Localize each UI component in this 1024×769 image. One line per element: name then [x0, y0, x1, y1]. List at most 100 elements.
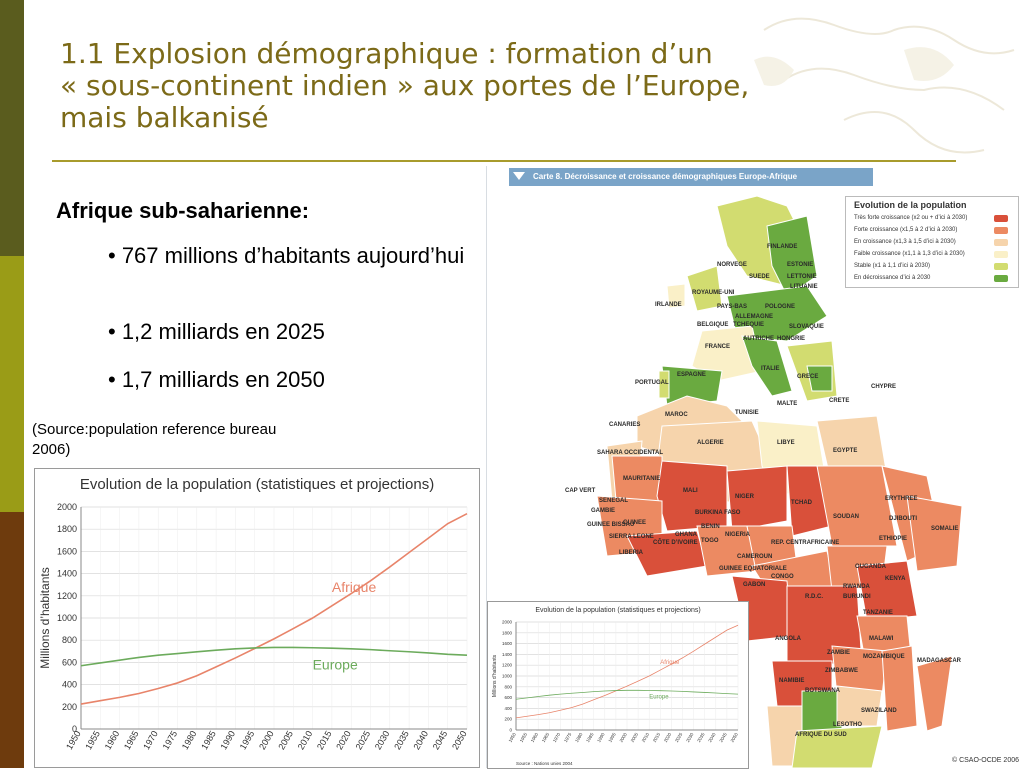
- y-tick-label: 600: [62, 657, 77, 667]
- country-label: MAURITANIE: [623, 476, 660, 482]
- x-tick-label: 2030: [373, 729, 392, 751]
- bullet-population-today: • 767 millions d’habitants aujourd’hui: [108, 240, 468, 272]
- country-label: REP. CENTRAFRICAINE: [771, 540, 839, 546]
- chart-title: Evolution de la population (statistiques…: [80, 476, 434, 493]
- legend-swatch: [994, 263, 1008, 270]
- country-label: BURKINA FASO: [695, 510, 740, 516]
- series-label-europe: Europe: [313, 657, 358, 673]
- x-tick-label: 1960: [530, 732, 540, 744]
- map-credit: © CSAO-OCDE 2006: [952, 757, 1019, 764]
- title-divider: [52, 160, 956, 162]
- country-label: CHYPRE: [871, 384, 896, 390]
- inset-chart-svg: Evolution de la population (statistiques…: [488, 602, 748, 768]
- population-chart-svg: Evolution de la population (statistiques…: [35, 469, 479, 767]
- x-tick-label: 1990: [218, 729, 237, 751]
- country-label: GUINEE: [623, 520, 646, 526]
- x-tick-label: 2010: [641, 732, 651, 744]
- country-label: ROYAUME-UNI: [692, 290, 734, 296]
- country-label: BELGIQUE: [697, 322, 728, 328]
- country-label: ZIMBABWE: [825, 668, 858, 674]
- country-label: POLOGNE: [765, 304, 795, 310]
- country-label: ALLEMAGNE: [735, 314, 773, 320]
- x-tick-label: 2015: [652, 732, 662, 744]
- x-tick-label: 2025: [674, 732, 684, 744]
- series-label-europe: Europe: [649, 694, 669, 700]
- country-label: BOTSWANA: [805, 688, 840, 694]
- page-title: 1.1 Explosion démographique : formation …: [60, 38, 960, 134]
- x-tick-label: 1965: [122, 729, 141, 751]
- country-label: LITUANIE: [790, 284, 818, 290]
- country-label: LIBYE: [777, 440, 795, 446]
- bullet-population-2025: • 1,2 milliards en 2025: [108, 316, 325, 348]
- y-tick-label: 1000: [57, 613, 77, 623]
- country-label: NIGER: [735, 494, 754, 500]
- map-legend: Evolution de la population Très forte cr…: [845, 196, 1019, 288]
- country-label: SLOVAQUIE: [789, 324, 824, 330]
- source-note: (Source:population reference bureau 2006…: [32, 420, 302, 460]
- y-tick-label: 1400: [57, 569, 77, 579]
- x-tick-label: 1975: [161, 729, 180, 751]
- x-tick-label: 2000: [257, 729, 276, 751]
- map-title-bar: Carte 8. Décroissance et croissance démo…: [509, 168, 873, 186]
- x-tick-label: 2040: [411, 729, 430, 751]
- x-tick-label: 1970: [141, 729, 160, 751]
- x-tick-label: 1995: [238, 729, 257, 751]
- country-label: NORVEGE: [717, 262, 747, 268]
- y-tick-label: 200: [62, 702, 77, 712]
- x-tick-label: 2025: [354, 729, 373, 751]
- legend-item-weak: Faible croissance (x1,1 à 1,3 d’ici à 20…: [854, 251, 1014, 257]
- country-label: PAYS-BAS: [717, 304, 747, 310]
- x-tick-label: 2045: [431, 729, 450, 751]
- x-tick-label: 1955: [83, 729, 102, 751]
- legend-item-decline: En décroissance d’ici à 2030: [854, 275, 1014, 281]
- x-tick-label: 2020: [663, 732, 673, 744]
- legend-item-strong: Forte croissance (x1,5 à 2 d’ici à 2030): [854, 227, 1014, 233]
- x-tick-label: 1970: [552, 732, 562, 744]
- y-tick-label: 2000: [57, 502, 77, 512]
- x-tick-label: 1965: [541, 732, 551, 744]
- country-label: ALGERIE: [697, 440, 724, 446]
- y-tick-label: 1800: [502, 630, 513, 635]
- y-tick-label: 1600: [502, 641, 513, 646]
- y-tick-label: 1800: [57, 524, 77, 534]
- x-tick-label: 2000: [619, 732, 629, 744]
- country-label: FINLANDE: [767, 244, 797, 250]
- series-label-afrique: Afrique: [660, 660, 680, 666]
- country-label: SENEGAL: [599, 498, 628, 504]
- y-tick-label: 600: [504, 695, 512, 700]
- y-tick-label: 200: [504, 717, 512, 722]
- demography-map: Carte 8. Décroissance et croissance démo…: [486, 166, 1024, 768]
- country-label: IRLANDE: [655, 302, 682, 308]
- chart-source: Source : Nations unies 2004: [516, 761, 573, 766]
- y-tick-label: 400: [504, 706, 512, 711]
- country-label: ETHIOPIE: [879, 536, 907, 542]
- country-label: MALI: [683, 488, 698, 494]
- y-tick-label: 400: [62, 680, 77, 690]
- legend-item-very-strong: Très forte croissance (x2 ou + d’ici à 2…: [854, 215, 1014, 221]
- country-label: SOMALIE: [931, 526, 958, 532]
- country-label: ITALIE: [761, 366, 780, 372]
- country-label: AFRIQUE DU SUD: [795, 732, 847, 738]
- country-label: AUTRICHE: [743, 336, 774, 342]
- y-axis-label: Millions d’habitants: [38, 567, 52, 668]
- x-tick-label: 2045: [718, 732, 728, 744]
- legend-swatch: [994, 251, 1008, 258]
- country-label: CANARIES: [609, 422, 640, 428]
- country-label: TCHEQUIE: [733, 322, 764, 328]
- country-label: KENYA: [885, 576, 905, 582]
- country-label: ESTONIE: [787, 262, 813, 268]
- y-tick-label: 1200: [57, 591, 77, 601]
- legend-swatch: [994, 239, 1008, 246]
- series-label-afrique: Afrique: [332, 579, 377, 595]
- country-label: MOZAMBIQUE: [863, 654, 905, 660]
- map-title-arrow-icon: [513, 172, 525, 180]
- country-label: MADAGASCAR: [917, 658, 961, 664]
- side-stripe-top: [0, 0, 24, 256]
- country-label: CAP VERT: [565, 488, 595, 494]
- section-heading: Afrique sub-saharienne:: [56, 198, 309, 224]
- page-title-line-2: « sous-continent indien » aux portes de …: [60, 70, 960, 102]
- country-label: ANGOLA: [775, 636, 801, 642]
- country-label: FRANCE: [705, 344, 730, 350]
- x-tick-label: 1955: [519, 732, 529, 744]
- country-label: CÔTE D’IVOIRE: [653, 540, 698, 546]
